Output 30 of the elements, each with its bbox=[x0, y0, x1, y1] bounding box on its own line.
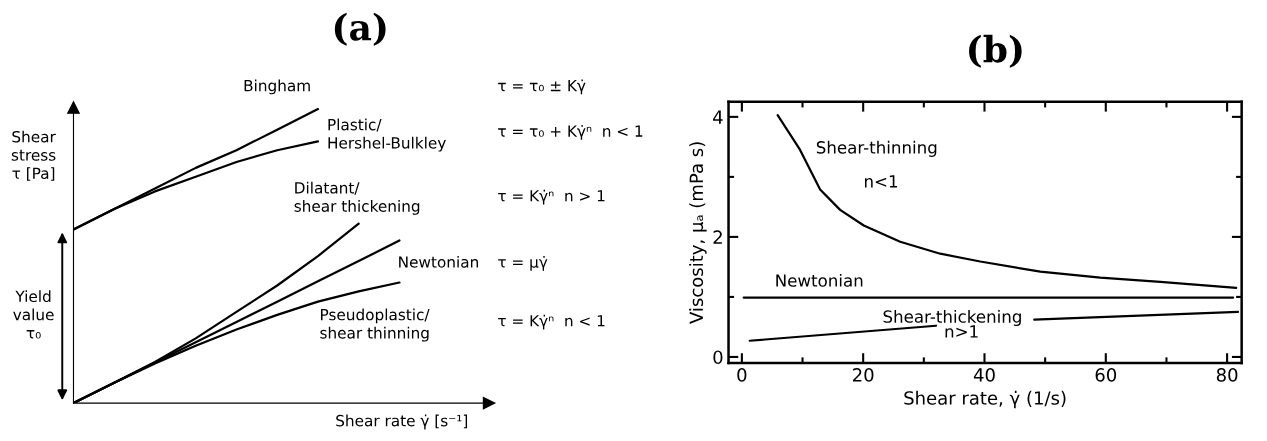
series-label: Shear-thinning bbox=[816, 140, 937, 157]
series-label: Shear-thickening bbox=[883, 309, 1021, 327]
x-tick-label: 0 bbox=[737, 368, 747, 382]
y-tick-label: 2 bbox=[713, 230, 722, 244]
series-label: Newtonian bbox=[776, 273, 863, 287]
text: τ = τ₀ + Kγ̇ⁿ n < 1 bbox=[498, 125, 643, 140]
text: τ = τ₀ ± Kγ̇ bbox=[498, 79, 586, 95]
series-label: Plastic/ Hershel-Bulkley bbox=[328, 118, 446, 152]
chart-title: (a) bbox=[334, 12, 386, 46]
x-tick-label: 60 bbox=[1095, 368, 1117, 382]
y-axis-title: Shear stress τ [Pa] bbox=[11, 130, 56, 181]
series-label: Newtonian bbox=[399, 255, 478, 268]
series-label: Dilatant/ shear thickening bbox=[294, 181, 420, 215]
y-axis-title: Viscosity, μₐ (mPa s) bbox=[689, 142, 707, 324]
x-axis-title: Shear rate, γ̇ (1/s) bbox=[904, 390, 1066, 409]
text: τ = Kγ̇ⁿ n < 1 bbox=[498, 314, 605, 330]
x-tick-label: 20 bbox=[853, 368, 874, 382]
series-label: Bingham bbox=[244, 79, 310, 95]
x-tick-label: 80 bbox=[1216, 368, 1238, 382]
annotation: Yield value τ₀ bbox=[13, 290, 54, 339]
text: τ = μγ̇ bbox=[498, 255, 548, 271]
series-label: Pseudoplastic/ shear thinning bbox=[320, 308, 430, 342]
y-tick-label: 4 bbox=[713, 110, 723, 124]
chart-title: (b) bbox=[969, 34, 1022, 68]
x-tick-label: 40 bbox=[973, 368, 995, 382]
y-tick-label: 0 bbox=[713, 350, 723, 365]
text: τ = Kγ̇ⁿ n > 1 bbox=[498, 189, 605, 205]
annotation: n<1 bbox=[864, 175, 898, 188]
annotation: n>1 bbox=[945, 325, 978, 338]
x-axis-title: Shear rate γ̇ [s⁻¹] bbox=[336, 414, 468, 430]
